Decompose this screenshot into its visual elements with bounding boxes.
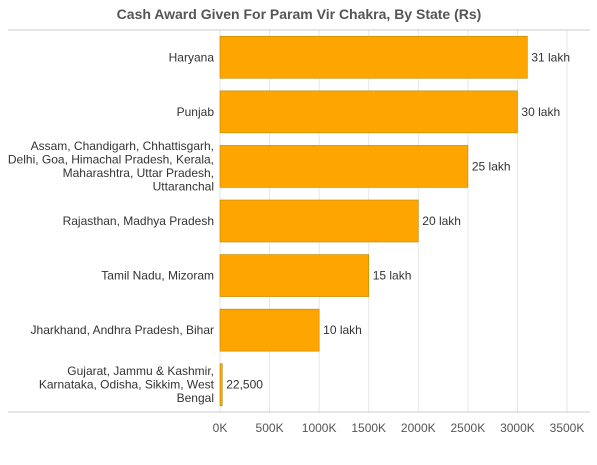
- x-tick-label: 1500K: [351, 421, 386, 435]
- value-label: 20 lakh: [422, 214, 461, 228]
- x-tick-label: 2000K: [401, 421, 436, 435]
- category-label: Tamil Nadu, Mizoram: [101, 269, 214, 283]
- value-label: 25 lakh: [472, 159, 511, 173]
- category-label: Gujarat, Jammu & Kashmir,: [67, 364, 214, 378]
- category-label: Karnataka, Odisha, Sikkim, West: [39, 378, 215, 392]
- category-label: Rajasthan, Madhya Pradesh: [63, 214, 214, 228]
- bars: [219, 35, 528, 407]
- category-label: Assam, Chandigarh, Chhattisgarh,: [31, 139, 214, 153]
- category-label: Punjab: [177, 105, 215, 119]
- category-label: Uttaranchal: [153, 180, 214, 194]
- bar: [219, 254, 370, 297]
- x-tick-label: 3000K: [500, 421, 535, 435]
- value-label: 15 lakh: [373, 269, 412, 283]
- bar: [219, 199, 419, 243]
- x-tick-label: 2500K: [451, 421, 486, 435]
- value-labels: 31 lakh 30 lakh 25 lakh 20 lakh 15 lakh 10 la…: [226, 50, 570, 391]
- value-label: 30 lakh: [521, 105, 560, 119]
- category-label: Maharashtra, Uttar Pradesh,: [63, 166, 214, 180]
- bar: [219, 90, 518, 134]
- value-label: 31 lakh: [531, 50, 570, 64]
- value-label: 22,500: [226, 378, 263, 392]
- bar: [219, 308, 320, 352]
- category-label: Bengal: [177, 391, 214, 405]
- category-label: Jharkhand, Andhra Pradesh, Bihar: [31, 323, 214, 337]
- bar: [219, 145, 469, 188]
- x-tick-label: 3500K: [550, 421, 585, 435]
- category-label: Delhi, Goa, Himachal Pradesh, Kerala,: [8, 153, 214, 167]
- value-label: 10 lakh: [323, 323, 362, 337]
- bar: [219, 35, 528, 79]
- category-labels: Haryana Punjab Assam, Chandigarh, Chhattis…: [8, 50, 215, 405]
- bar: [219, 363, 223, 407]
- x-tick-label: 500K: [256, 421, 284, 435]
- x-axis-ticks: 0K 500K 1000K 1500K 2000K 2500K 3000K 3500K: [213, 421, 585, 435]
- x-tick-label: 1000K: [302, 421, 337, 435]
- chart-title: Cash Award Given For Param Vir Chakra, B…: [117, 6, 482, 22]
- x-tick-label: 0K: [213, 421, 228, 435]
- category-label: Haryana: [169, 50, 215, 64]
